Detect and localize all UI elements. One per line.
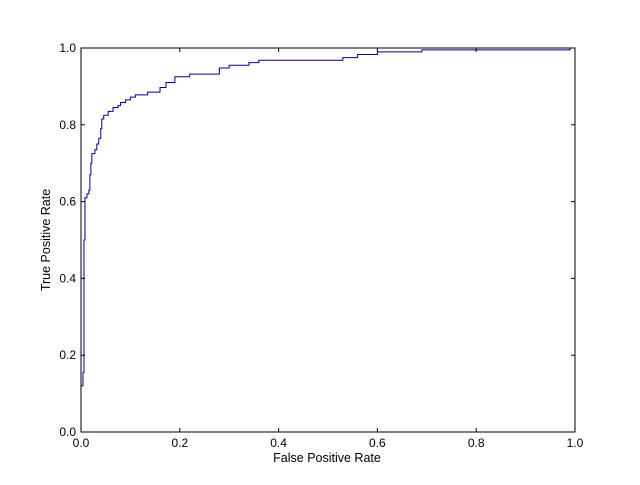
y-axis-label: True Positive Rate [39,189,53,291]
x-tick-label: 0.2 [171,436,188,450]
x-tick-label: 0.8 [468,436,485,450]
y-tick-label: 0.6 [59,195,76,209]
axis-ticks: 0.0 0.2 0.4 0.6 0.8 1.00.00.20.40.60.81.0 [59,41,583,450]
x-axis-label: False Positive Rate [273,451,381,465]
x-tick-label: 1.0 [567,436,584,450]
plot-frame [81,48,575,432]
y-tick-label: 0.4 [59,271,76,285]
y-tick-label: 0.0 [59,425,76,439]
y-tick-label: 0.8 [59,118,76,132]
x-tick-label: 0.6 [369,436,386,450]
roc-curve-line [81,48,575,432]
y-tick-label: 1.0 [59,41,76,55]
axis-labels: False Positive Rate True Positive Rate [39,189,381,465]
x-tick-label: 0.4 [270,436,287,450]
plot-area [81,48,575,432]
y-tick-label: 0.2 [59,348,76,362]
